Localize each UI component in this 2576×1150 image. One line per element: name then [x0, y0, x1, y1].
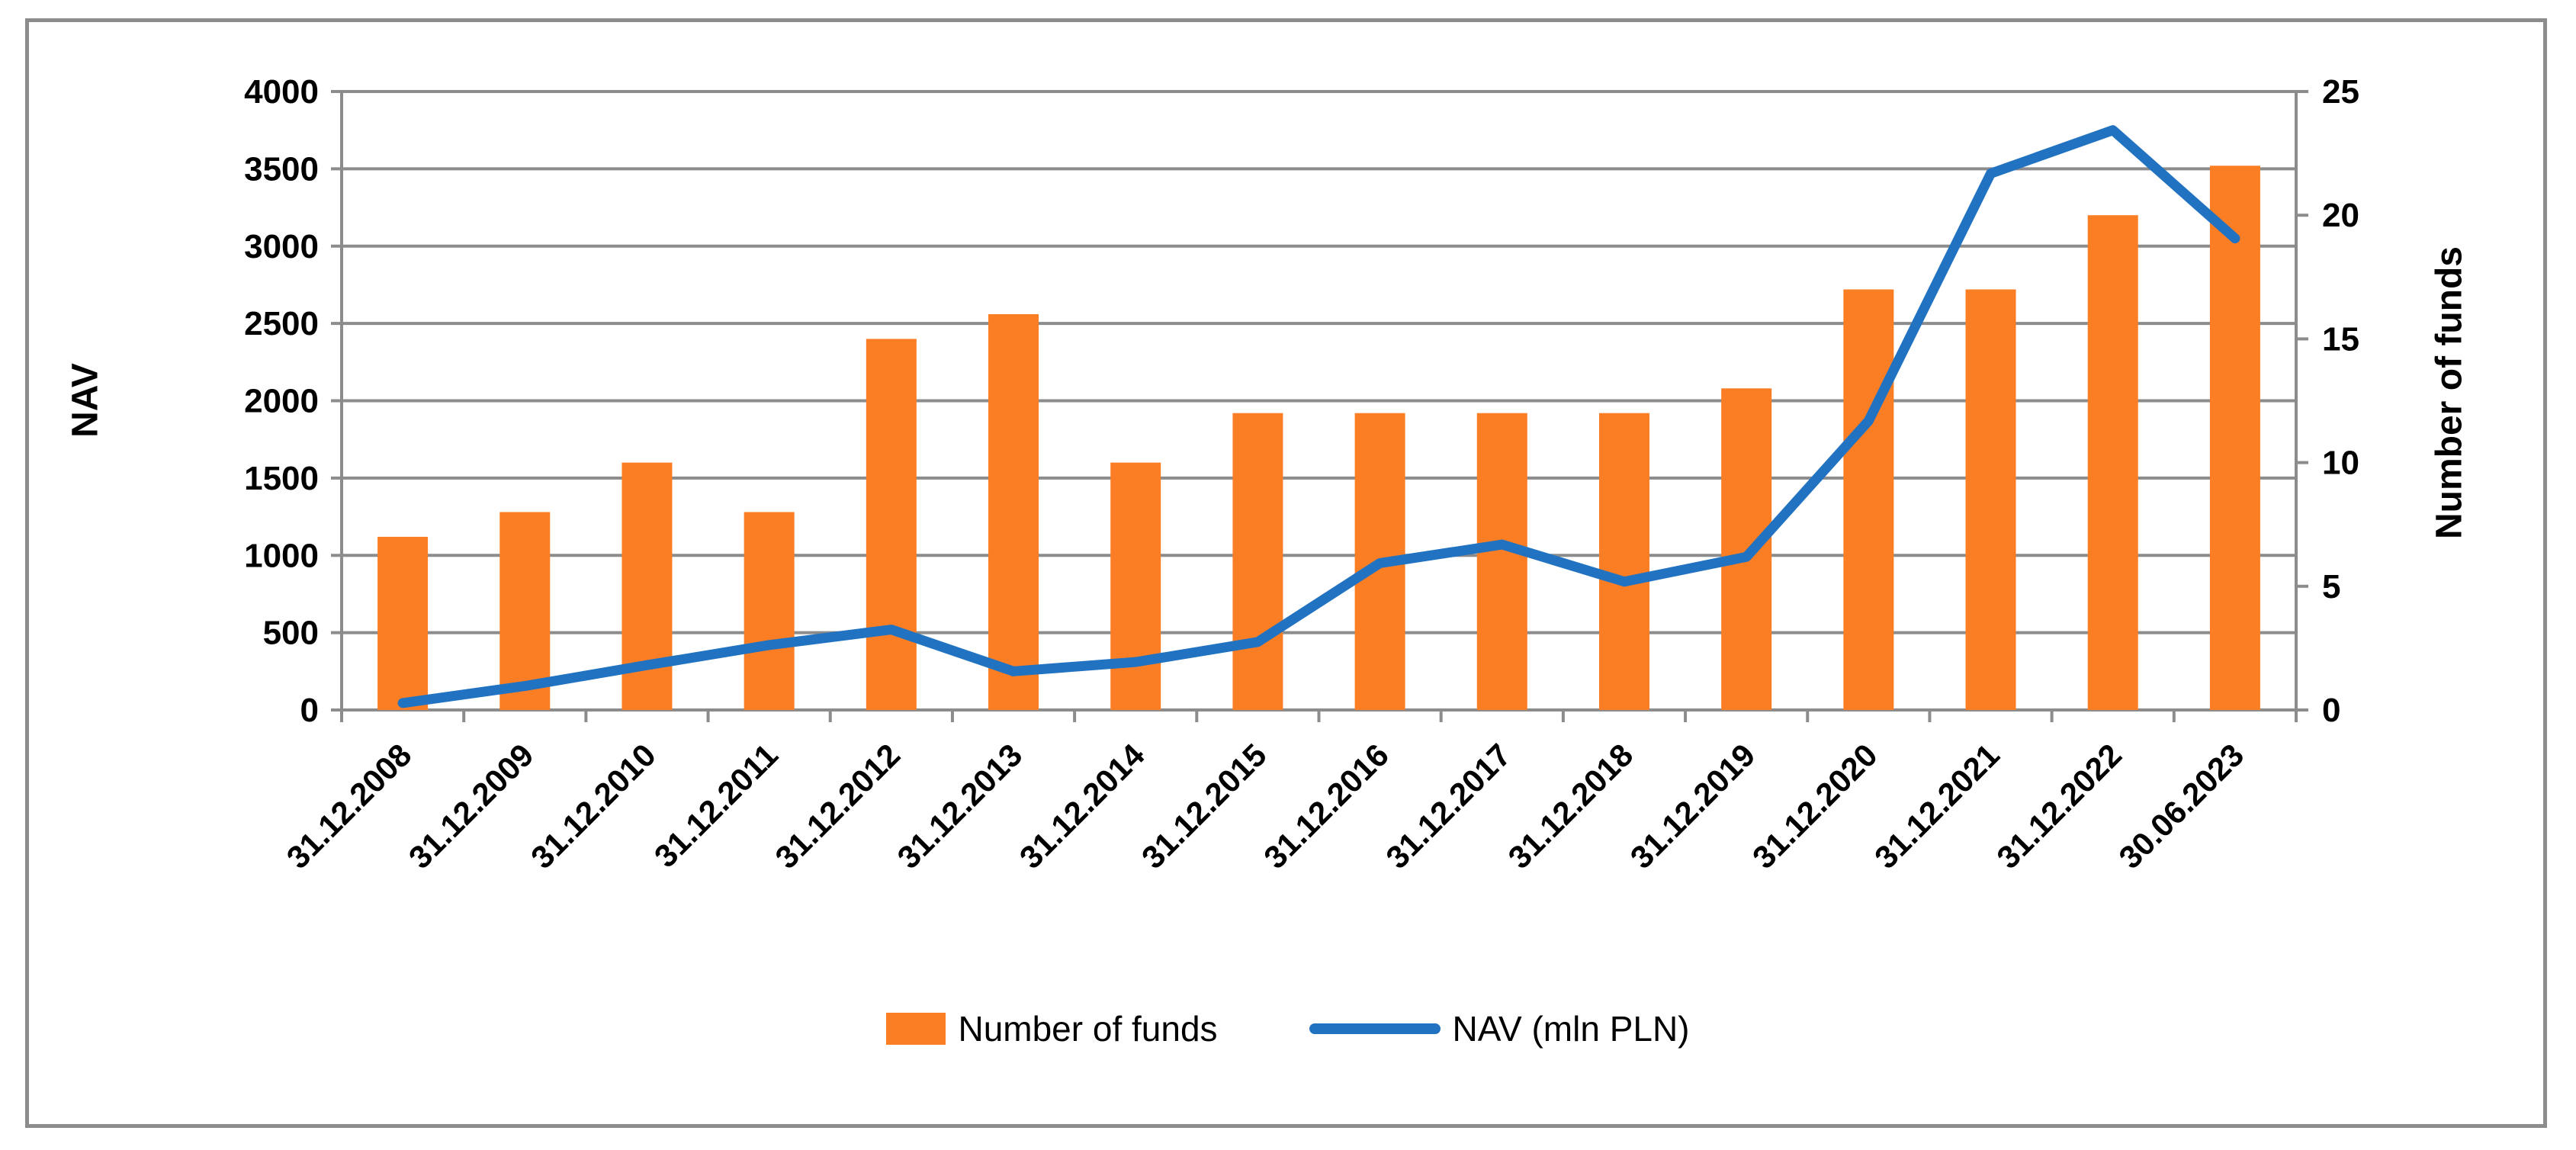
left-axis-tick-label: 500	[263, 615, 319, 652]
x-axis-tick-label: 31.12.2017	[1379, 737, 1518, 875]
left-axis-tick-label: 1000	[244, 537, 319, 574]
legend-item-nav: NAV (mln PLN)	[1309, 1008, 1690, 1049]
left-axis-tick-label: 2500	[244, 305, 319, 342]
bar-31.12.2019	[1721, 388, 1772, 710]
bar-31.12.2013	[988, 313, 1039, 711]
right-axis-title: Number of funds	[2429, 246, 2470, 539]
right-axis-tick-label: 0	[2322, 692, 2340, 729]
bar-swatch-icon	[886, 1013, 946, 1045]
left-axis-title: NAV	[65, 363, 106, 438]
bar-31.12.2018	[1598, 413, 1649, 710]
bar-31.12.2022	[2087, 215, 2138, 710]
x-axis-tick-label: 31.12.2012	[768, 737, 907, 875]
bar-31.12.2014	[1110, 462, 1161, 710]
bar-31.12.2009	[499, 512, 551, 710]
x-axis-tick-label: 31.12.2010	[524, 737, 663, 875]
right-axis-tick-label: 15	[2322, 320, 2359, 358]
bar-31.12.2017	[1476, 413, 1527, 710]
left-axis-tick-label: 4000	[244, 73, 319, 111]
x-axis-tick-label: 31.12.2019	[1624, 737, 1762, 875]
left-axis-tick-label: 0	[300, 692, 319, 729]
right-axis-tick-label: 10	[2322, 445, 2359, 482]
x-axis-tick-label: 31.12.2014	[1013, 737, 1151, 875]
x-axis-tick-label: 31.12.2015	[1135, 737, 1274, 875]
x-axis-tick-label: 30.06.2023	[2112, 737, 2250, 875]
left-axis-tick-label: 2000	[244, 383, 319, 420]
x-axis-tick-label: 31.12.2008	[280, 737, 419, 875]
left-axis-tick-label: 1500	[244, 460, 319, 497]
x-axis-tick-label: 31.12.2016	[1257, 737, 1396, 875]
legend-label-number-of-funds: Number of funds	[958, 1009, 1218, 1049]
bar-31.12.2008	[377, 536, 429, 710]
x-axis-tick-label: 31.12.2009	[402, 737, 541, 875]
x-axis-tick-label: 31.12.2022	[1990, 737, 2128, 875]
right-axis-tick-label: 5	[2322, 568, 2340, 606]
nav-line	[397, 125, 2240, 708]
legend-label-nav: NAV (mln PLN)	[1452, 1009, 1690, 1049]
bar-31.12.2011	[744, 512, 795, 710]
x-axis-tick-label: 31.12.2013	[891, 737, 1029, 875]
x-axis-tick-label: 31.12.2021	[1868, 737, 2006, 875]
left-axis-tick-label: 3000	[244, 228, 319, 265]
legend: Number of funds NAV (mln PLN)	[0, 1008, 2576, 1049]
bar-31.12.2020	[1843, 289, 1894, 710]
legend-item-number-of-funds: Number of funds	[886, 1008, 1218, 1049]
bar-31.12.2012	[866, 339, 917, 710]
bar-31.12.2015	[1232, 413, 1283, 710]
left-axis-tick-label: 3500	[244, 150, 319, 188]
x-axis-tick-label: 31.12.2018	[1501, 737, 1640, 875]
right-axis-tick-label: 25	[2322, 73, 2359, 111]
bar-30.06.2023	[2209, 165, 2260, 710]
x-axis-tick-label: 31.12.2011	[647, 737, 785, 874]
right-axis-tick-label: 20	[2322, 197, 2359, 234]
line-swatch-icon	[1309, 1023, 1441, 1034]
x-axis-tick-label: 31.12.2020	[1746, 737, 1884, 875]
bar-31.12.2021	[1965, 289, 2016, 710]
